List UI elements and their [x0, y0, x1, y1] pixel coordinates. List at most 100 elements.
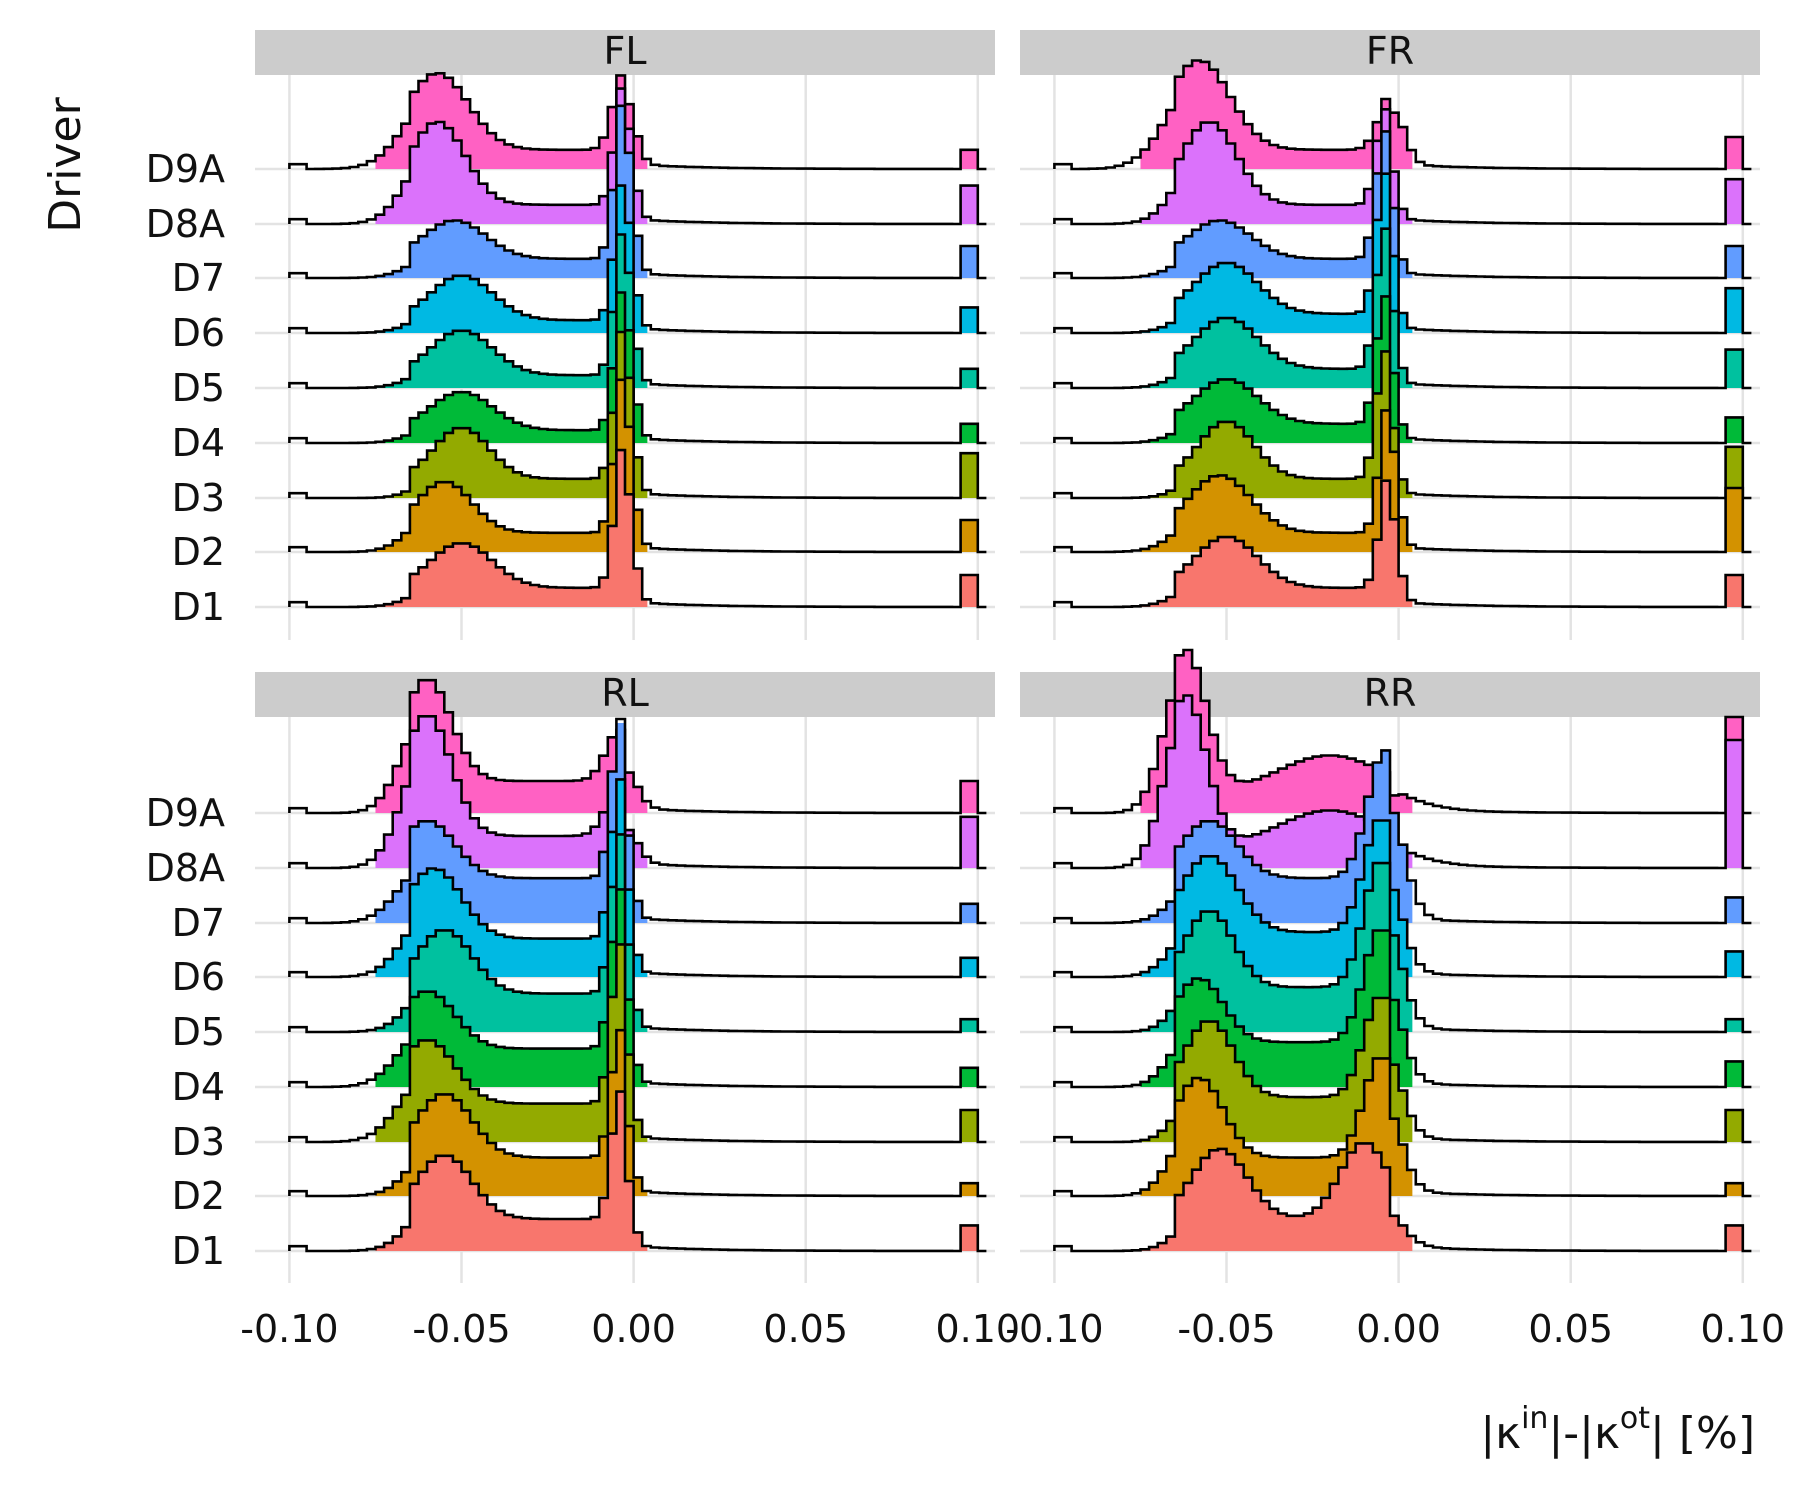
ridge-FR-D1 [1053, 479, 1752, 609]
ridge-RL-D7 [288, 717, 987, 925]
ridge-outline-RR-D4 [1053, 929, 1752, 1089]
ridge-RL-D6 [288, 778, 987, 979]
x-tick-RL-1: -0.05 [412, 1307, 510, 1351]
ridge-outline-RL-D7 [288, 717, 987, 925]
ridge-outline-RR-D1 [1053, 1142, 1752, 1253]
ridge-FR-D8A [1053, 108, 1752, 226]
x-axis-title-part-1: |κ [1480, 1408, 1521, 1459]
ridge-RL-D2 [288, 1028, 987, 1198]
ridge-fill-RR-D8A [1140, 695, 1743, 868]
ridge-fill-RL-D2 [375, 1030, 978, 1196]
y-axis-title: Driver [40, 96, 91, 232]
driver-label-FL-D5: D5 [172, 366, 225, 410]
ridge-fill-FR-D8A [1140, 109, 1743, 224]
driver-label-FL-D4: D4 [172, 421, 225, 465]
x-tick-RL-3: 0.05 [763, 1307, 848, 1351]
ridge-FR-D5 [1053, 227, 1752, 390]
strip-layer: FL FR RL RR [255, 29, 1760, 717]
strip-label-FL: FL [603, 29, 646, 73]
ridge-FR-D4 [1053, 295, 1752, 445]
ridge-outline-RR-D7 [1053, 749, 1752, 925]
ridge-outline-FL-D9A [288, 72, 987, 171]
driver-label-FL-D7: D7 [172, 256, 225, 300]
ridge-outline-FL-D3 [288, 330, 987, 500]
ridge-outline-FL-D2 [288, 378, 987, 554]
ridge-fill-RL-D9A [375, 680, 978, 813]
x-axis-title-part-3: | [%] [1650, 1408, 1755, 1459]
ridge-RL-D3 [288, 943, 987, 1144]
strip-FL [255, 30, 995, 75]
ridge-outline-FR-D3 [1053, 350, 1752, 500]
ridge-outline-RL-D1 [288, 1090, 987, 1253]
ridge-fill-FL-D8A [375, 88, 978, 224]
driver-label-FL-D6: D6 [172, 311, 225, 355]
strip-label-RR: RR [1364, 671, 1417, 715]
ridge-fill-FR-D4 [1140, 296, 1743, 443]
driver-label-RL-D7: D7 [172, 901, 225, 945]
driver-label-FL-D9A: D9A [146, 147, 225, 191]
driver-label-RL-D4: D4 [172, 1065, 225, 1109]
ridge-outline-FL-D1 [288, 448, 987, 609]
ridge-outline-FR-D2 [1053, 409, 1752, 554]
ridge-outline-FL-D5 [288, 233, 987, 390]
ridge-FR-D9A [1053, 59, 1752, 171]
ridge-fill-RL-D3 [375, 944, 978, 1142]
ridge-fill-RL-D8A [375, 716, 978, 868]
ridge-FL-D4 [288, 291, 987, 445]
driver-label-RL-D1: D1 [172, 1229, 225, 1273]
ridge-fill-RL-D5 [375, 834, 978, 1032]
ridge-FR-D7 [1053, 130, 1752, 280]
x-tick-RR-0: -0.10 [1005, 1307, 1103, 1351]
ridge-outline-FR-D7 [1053, 130, 1752, 280]
driver-label-RL-D3: D3 [172, 1120, 225, 1164]
ridge-FL-D5 [288, 233, 987, 390]
ridge-FR-D3 [1053, 350, 1752, 500]
ridge-outline-FL-D4 [288, 291, 987, 445]
driver-label-RL-D6: D6 [172, 955, 225, 999]
ridge-outline-RL-D4 [288, 888, 987, 1089]
driver-label-FL-D8A: D8A [146, 202, 225, 246]
x-tick-RR-3: 0.05 [1528, 1307, 1613, 1351]
ridge-fill-FL-D4 [375, 292, 978, 443]
ridge-outline-FR-D4 [1053, 295, 1752, 445]
ridge-fill-FL-D1 [375, 450, 978, 607]
ridge-fill-FL-D2 [375, 379, 978, 552]
driver-label-FL-D2: D2 [172, 530, 225, 574]
ridge-outline-FR-D8A [1053, 108, 1752, 226]
driver-label-RL-D2: D2 [172, 1174, 225, 1218]
ridge-FL-D1 [288, 448, 987, 609]
strip-FR [1020, 30, 1760, 75]
ridge-fill-RL-D1 [375, 1091, 978, 1251]
x-axis-title-part-2: |-|κ [1548, 1408, 1619, 1459]
ridge-fill-RL-D7 [375, 723, 978, 923]
ridge-fill-FL-D6 [375, 185, 978, 333]
x-axis-title-sup-1: in [1521, 1401, 1548, 1436]
ridge-outline-RL-D2 [288, 1028, 987, 1198]
driver-label-RL-D5: D5 [172, 1010, 225, 1054]
driver-label-FL-D1: D1 [172, 585, 225, 629]
ridge-outline-RL-D3 [288, 943, 987, 1144]
ridge-FR-D2 [1053, 409, 1752, 554]
ridge-outline-FR-D5 [1053, 227, 1752, 390]
ridge-fill-FL-D5 [375, 234, 978, 388]
label-layer: D9A D8A D7 D6 D5 D4 D3 D2 D1 D9A D8A D7 D6 D5 D4 D3 D2 D1… [146, 147, 1786, 1351]
strip-RL [255, 672, 995, 717]
ridge-RL-D4 [288, 888, 987, 1089]
ridge-outline-FR-D9A [1053, 59, 1752, 171]
ridge-FL-D3 [288, 330, 987, 500]
x-tick-RR-2: 0.00 [1356, 1307, 1441, 1351]
ridge-fill-FR-D1 [1140, 480, 1743, 607]
strip-RR [1020, 672, 1760, 717]
ridge-fill-FL-D3 [375, 332, 978, 498]
ridge-RL-D5 [288, 833, 987, 1034]
ridge-outline-RL-D5 [288, 833, 987, 1034]
ridge-outline-FR-D6 [1053, 172, 1752, 335]
x-tick-RR-4: 0.10 [1700, 1307, 1785, 1351]
ridge-fill-FL-D7 [375, 105, 978, 278]
ridge-fill-FR-D3 [1140, 351, 1743, 498]
ridge-fill-FR-D7 [1140, 131, 1743, 278]
ridge-fill-RR-D3 [1140, 998, 1743, 1142]
driver-label-RL-D9A: D9A [146, 791, 225, 835]
ridge-fill-RR-D1 [1140, 1143, 1743, 1251]
